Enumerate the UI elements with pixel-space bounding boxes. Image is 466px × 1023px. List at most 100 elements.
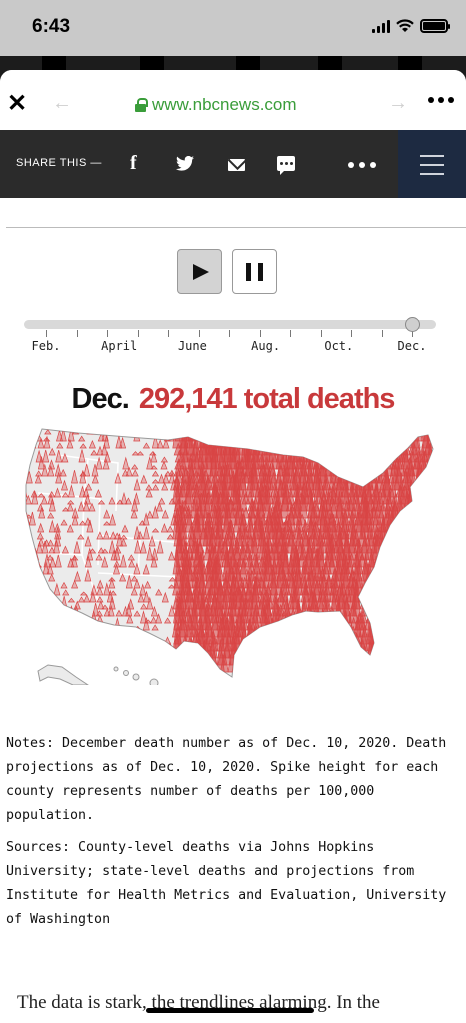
county-spike: [354, 429, 364, 435]
pause-button[interactable]: [232, 249, 277, 294]
county-spike: [383, 603, 393, 631]
county-spike: [406, 638, 416, 666]
county-spike: [91, 650, 99, 659]
close-icon[interactable]: ✕: [6, 90, 28, 117]
county-spike: [424, 598, 433, 624]
county-spike: [361, 456, 371, 477]
county-spike: [130, 509, 138, 519]
county-spike: [88, 632, 96, 645]
slider-thumb[interactable]: [405, 317, 420, 332]
email-icon[interactable]: [228, 159, 245, 171]
county-spike: [405, 537, 415, 554]
share-more-icon[interactable]: [348, 162, 376, 168]
county-spike: [170, 415, 176, 427]
county-spike: [151, 505, 159, 519]
county-spike: [396, 539, 406, 568]
county-spike: [434, 415, 442, 427]
county-spike: [334, 446, 344, 463]
county-spike: [56, 442, 64, 449]
more-options-icon[interactable]: [428, 97, 454, 103]
county-spike: [26, 615, 28, 624]
county-spike: [390, 594, 400, 610]
menu-button[interactable]: [398, 130, 466, 198]
county-spike: [267, 622, 277, 645]
county-spike: [84, 555, 92, 568]
county-spike: [126, 429, 134, 435]
county-spike: [136, 530, 144, 540]
county-spike: [133, 415, 139, 427]
county-spike: [276, 436, 286, 449]
county-spike: [414, 600, 423, 617]
slider-tick: [259, 330, 261, 337]
county-spike: [335, 433, 345, 449]
county-spike: [429, 500, 433, 519]
county-spike: [339, 433, 349, 456]
county-spike: [168, 604, 176, 617]
county-spike: [113, 547, 121, 561]
county-spike: [18, 552, 23, 560]
county-spike: [262, 639, 271, 659]
county-spike: [349, 452, 359, 470]
county-spike: [48, 617, 56, 631]
home-indicator[interactable]: [146, 1008, 314, 1013]
slider-tick: [381, 330, 383, 337]
month-label[interactable]: Aug.: [251, 339, 281, 353]
county-spike: [376, 642, 386, 666]
county-spike: [425, 603, 433, 631]
county-spike: [383, 429, 392, 456]
slider-track[interactable]: [24, 320, 436, 329]
county-spike: [71, 470, 78, 484]
county-spike: [28, 511, 36, 526]
county-spike: [315, 643, 325, 659]
month-label[interactable]: Feb.: [31, 339, 61, 353]
county-spike: [286, 617, 296, 645]
county-spike: [133, 578, 141, 589]
back-arrow-icon[interactable]: ←: [52, 92, 72, 114]
county-spike: [61, 545, 69, 554]
county-spike: [61, 507, 70, 512]
county-spike: [420, 646, 430, 666]
county-spike: [36, 659, 45, 666]
county-spike: [162, 438, 170, 449]
county-spike: [291, 429, 301, 442]
month-label[interactable]: June: [177, 339, 207, 353]
county-spike: [72, 617, 80, 631]
county-spike: [28, 429, 37, 435]
url-bar[interactable]: www.nbcnews.com: [135, 95, 297, 115]
county-spike: [114, 472, 122, 484]
message-icon[interactable]: [277, 156, 295, 175]
county-spike: [397, 597, 406, 631]
county-spike: [414, 621, 424, 638]
county-spike: [419, 478, 429, 498]
county-spike: [394, 573, 404, 603]
county-spike: [334, 616, 344, 638]
facebook-icon[interactable]: f: [130, 152, 137, 174]
county-spike: [384, 446, 394, 463]
county-spike: [329, 623, 338, 645]
month-label[interactable]: Oct.: [324, 339, 354, 353]
county-spike: [269, 640, 278, 673]
county-spike: [48, 499, 56, 512]
county-spike: [388, 639, 398, 652]
county-spike: [311, 444, 321, 463]
county-spike: [35, 638, 43, 652]
timeline-slider[interactable]: [24, 317, 436, 337]
county-spike: [73, 541, 81, 554]
month-label[interactable]: April: [101, 339, 138, 353]
county-spike: [148, 535, 156, 547]
county-spike: [317, 623, 327, 652]
county-spike: [180, 646, 190, 659]
county-spike: [154, 643, 162, 652]
county-spike: [223, 429, 232, 435]
county-spike: [70, 555, 78, 568]
month-label[interactable]: Dec.: [397, 339, 427, 353]
twitter-icon[interactable]: [176, 156, 194, 171]
county-spike: [408, 647, 418, 673]
county-spike: [388, 429, 398, 435]
county-spike: [118, 642, 126, 652]
county-spike: [415, 527, 425, 554]
forward-arrow-icon[interactable]: →: [388, 92, 408, 114]
play-button[interactable]: [177, 249, 222, 294]
county-spike: [353, 447, 362, 477]
county-spike: [287, 429, 297, 435]
